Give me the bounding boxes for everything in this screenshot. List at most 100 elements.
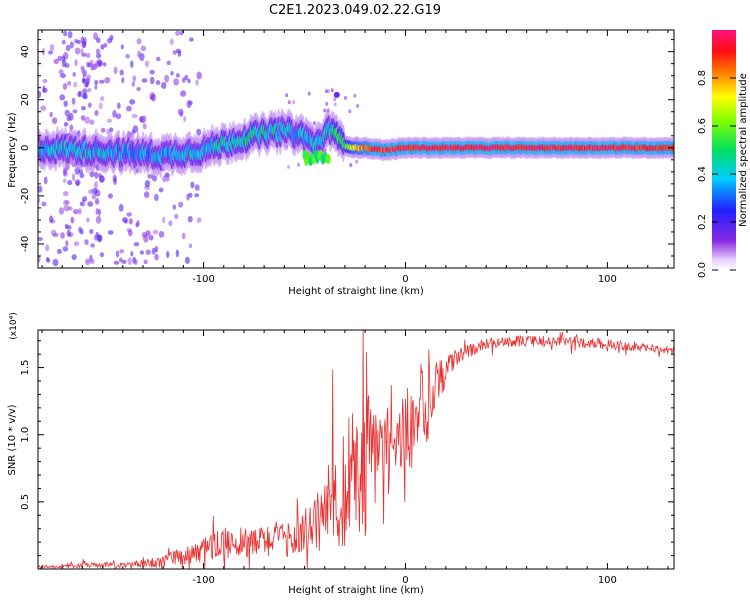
heatmap-noise-cell — [139, 53, 145, 61]
heatmap-noise-cell — [116, 102, 121, 109]
heatmap-noise-cell — [101, 127, 106, 133]
heatmap-noise-cell — [144, 191, 150, 199]
heatmap-noise-cell — [43, 176, 48, 185]
heatmap-noise-cell — [73, 81, 78, 88]
heatmap-isolated-blob — [333, 91, 340, 98]
heatmap-noise-cell — [87, 201, 94, 207]
heatmap-noise-cell — [174, 213, 179, 219]
heatmap-noise-cell — [143, 115, 147, 123]
heatmap-noise-cell — [147, 174, 154, 179]
heatmap-noise-cell — [125, 105, 132, 112]
heatmap-noise-cell — [71, 97, 76, 106]
heatmap-noise-cell — [162, 216, 166, 224]
heatmap-noise-cell — [143, 259, 148, 265]
heatmap-y-tick-label: 20 — [20, 93, 31, 106]
heatmap-noise-cell — [80, 48, 84, 55]
heatmap-noise-cell — [58, 207, 64, 215]
heatmap-noise-cell — [81, 92, 87, 99]
heatmap-noise-cell — [67, 81, 72, 86]
heatmap-noise-cell — [175, 73, 180, 78]
heatmap-noise-cell — [49, 215, 54, 223]
heatmap-noise-cell — [285, 93, 289, 98]
heatmap-noise-cell — [66, 229, 71, 237]
heatmap-noise-cell — [333, 102, 337, 107]
heatmap-y-tick-label: 0 — [20, 145, 31, 151]
heatmap-noise-cell — [355, 159, 359, 164]
heatmap-noise-cell — [130, 60, 134, 68]
heatmap-noise-cell — [72, 209, 79, 215]
heatmap-noise-cell — [61, 55, 66, 63]
heatmap-noise-cell — [65, 240, 69, 247]
heatmap-noise-cell — [119, 69, 124, 76]
heatmap-noise-cell — [179, 111, 184, 117]
heatmap-noise-cell — [144, 180, 151, 188]
heatmap-noise-cell — [38, 237, 43, 241]
heatmap-noise-cell — [175, 30, 181, 36]
heatmap-noise-cell — [115, 250, 120, 258]
heatmap-axes: -100 0 100 -40 -20 0 20 40 — [20, 30, 674, 285]
heatmap-noise-cell — [92, 187, 98, 195]
heatmap-noise-cell — [96, 37, 101, 44]
heatmap-noise-cell — [119, 257, 123, 263]
heatmap-noise-cell — [38, 196, 41, 204]
heatmap-noise-cell — [71, 173, 76, 182]
heatmap-y-tick-label: 40 — [20, 45, 31, 58]
heatmap-noise-cell — [38, 90, 42, 98]
heatmap-noise-cell — [49, 44, 55, 52]
heatmap-noise-cell — [120, 44, 124, 50]
heatmap-noise-cell — [178, 201, 184, 208]
heatmap-y-label: Frequency (Hz) — [7, 112, 18, 188]
heatmap-noise-cell — [95, 208, 99, 215]
heatmap-noise-cell — [59, 94, 66, 101]
heatmap-noise-cell — [95, 48, 101, 54]
heatmap-noise-cell — [194, 193, 200, 198]
heatmap-noise-cell — [112, 110, 117, 118]
heatmap-noise-cell — [326, 89, 330, 94]
snr-axes: -100 0 100 0.5 1.0 1.5 — [20, 330, 674, 586]
heatmap-noise-cell — [89, 59, 94, 66]
snr-background — [38, 330, 674, 569]
heatmap-noise-cell — [112, 174, 117, 183]
heatmap-noise-cell — [343, 96, 347, 100]
heatmap-noise-cell — [151, 247, 156, 255]
heatmap-noise-cell — [63, 178, 67, 183]
heatmap-noise-cell — [173, 78, 180, 86]
heatmap-noise-cell — [62, 246, 69, 252]
heatmap-noise-cell — [145, 249, 151, 255]
heatmap-noise-cell — [62, 83, 68, 90]
heatmap-noise-cell — [175, 249, 180, 258]
heatmap-noise-cell — [61, 39, 66, 45]
snr-x-label: Height of straight line (km) — [288, 585, 424, 596]
heatmap-noise-cell — [119, 249, 125, 254]
snr-series-line — [38, 330, 674, 569]
heatmap-noise-cell — [89, 258, 95, 264]
heatmap-noise-cell — [154, 253, 159, 261]
heatmap-noise-cell — [180, 30, 184, 36]
heatmap-noise-cell — [109, 34, 114, 41]
heatmap-noise-cell — [63, 204, 70, 212]
heatmap-noise-cell — [72, 109, 78, 114]
heatmap-noise-cell — [186, 100, 192, 109]
heatmap-noise-cell — [100, 96, 105, 102]
heatmap-x-tick-label: 0 — [402, 274, 408, 285]
heatmap-noise-cell — [142, 123, 147, 130]
heatmap-noise-cell — [190, 181, 195, 189]
snr-y-tick-label: 1.0 — [20, 427, 31, 443]
heatmap-noise-cell — [292, 100, 296, 105]
heatmap-noise-cell — [333, 97, 337, 102]
heatmap-y-tick-label: -20 — [20, 188, 31, 204]
heatmap-noise-cell — [108, 193, 113, 199]
heatmap-noise-cell — [72, 72, 76, 77]
heatmap-noise-cell — [330, 88, 334, 93]
heatmap-noise-cell — [42, 79, 48, 83]
heatmap-noise-cell — [132, 125, 139, 133]
heatmap-noise-cell — [38, 255, 41, 263]
heatmap-noise-cell — [94, 84, 98, 90]
heatmap-noise-cell — [194, 184, 200, 191]
heatmap-noise-cell — [92, 63, 98, 70]
heatmap-ridge-core — [326, 154, 331, 164]
heatmap-noise-cell — [139, 250, 145, 255]
heatmap-noise-cell — [79, 172, 85, 179]
heatmap-noise-cell — [82, 41, 86, 48]
heatmap-noise-cell — [128, 229, 133, 237]
